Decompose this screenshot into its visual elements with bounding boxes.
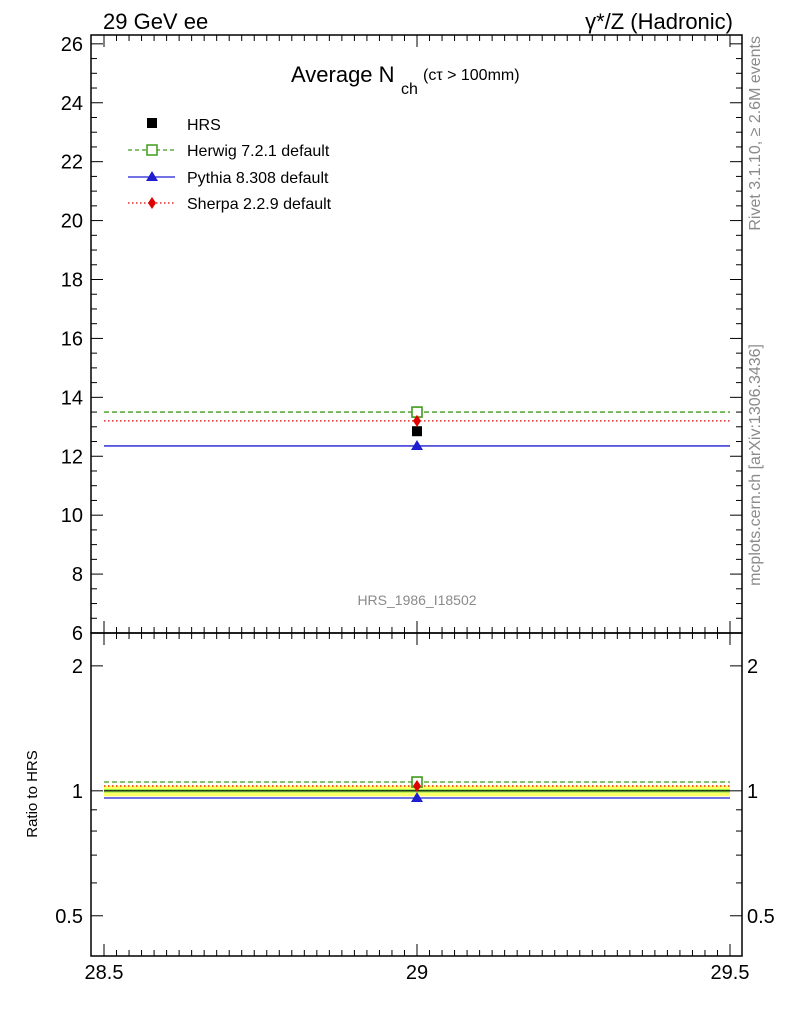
main-y-tick-label: 6	[72, 623, 83, 645]
x-tick-labels: 28.5 29 29.5	[85, 962, 750, 984]
ratio-y-tick-label-left: 0.5	[55, 906, 83, 928]
header-left-label: 29 GeV ee	[103, 9, 208, 34]
x-tick-label: 29.5	[711, 962, 750, 984]
main-axis-ticks	[91, 35, 742, 634]
ratio-plot-panel: 0.5 0.5 1 1 2 2 Ratio to HRS 28.5 29 29.5	[24, 632, 775, 984]
mcplots-label: mcplots.cern.ch [arXiv:1306.3436]	[747, 344, 764, 586]
ratio-y-tick-label-right: 2	[747, 656, 758, 678]
main-series-group	[104, 406, 730, 450]
ratio-y-tick-label-left: 2	[72, 656, 83, 678]
main-series-marker-1	[411, 439, 423, 450]
main-y-tick-label: 24	[61, 93, 83, 115]
main-y-tick-label: 12	[61, 446, 83, 468]
main-y-tick-label: 10	[61, 505, 83, 527]
legend-hrs-label: HRS	[187, 117, 221, 134]
main-y-tick-label: 16	[61, 328, 83, 350]
hrs-data-point	[412, 426, 422, 437]
main-y-tick-label: 14	[61, 387, 83, 409]
main-y-tick-label: 20	[61, 211, 83, 233]
main-y-tick-labels: 6 8 10 12 14 16 18 20 22 24 26	[61, 34, 83, 645]
legend-sherpa-label: Sherpa 2.2.9 default	[187, 196, 332, 213]
ratio-axis-ticks	[91, 633, 742, 957]
plot-title-subscript: ch	[401, 81, 418, 98]
main-y-tick-label: 22	[61, 152, 83, 174]
legend-herwig-marker	[146, 144, 158, 156]
plot-title: Average N	[291, 62, 395, 87]
ratio-series-marker-2	[413, 780, 421, 793]
main-y-tick-label: 8	[72, 564, 83, 586]
ratio-y-tick-labels: 0.5 0.5 1 1 2 2	[55, 656, 775, 928]
ratio-series-group	[104, 776, 730, 802]
legend-pythia-label: Pythia 8.308 default	[187, 170, 329, 187]
legend: HRS Herwig 7.2.1 default Pythia 8.308 de…	[128, 117, 332, 213]
x-tick-label: 28.5	[85, 962, 124, 984]
main-series-marker-2	[413, 414, 421, 427]
main-y-tick-label: 26	[61, 34, 83, 56]
ratio-series-marker-1	[411, 791, 423, 802]
ratio-plot-frame	[90, 632, 743, 957]
ratio-y-axis-label: Ratio to HRS	[24, 750, 41, 838]
legend-pythia-marker	[146, 171, 158, 181]
main-y-tick-label: 18	[61, 270, 83, 292]
plot-title-suffix: (cτ > 100mm)	[423, 67, 520, 84]
analysis-watermark: HRS_1986_I18502	[357, 592, 476, 608]
header-right-label: γ*/Z (Hadronic)	[585, 9, 733, 34]
ratio-y-tick-label-right: 0.5	[747, 906, 775, 928]
ratio-y-tick-label-left: 1	[72, 781, 83, 803]
main-plot-panel: 6 8 10 12 14 16 18 20 22 24 26 Average N ch (cτ > …	[61, 34, 743, 645]
legend-hrs-marker	[147, 118, 157, 128]
ratio-y-tick-label-right: 1	[747, 781, 758, 803]
legend-sherpa-marker	[148, 197, 156, 209]
rivet-label: Rivet 3.1.10, ≥ 2.6M events	[747, 36, 764, 231]
x-tick-label: 29	[406, 962, 428, 984]
legend-herwig-label: Herwig 7.2.1 default	[187, 143, 330, 160]
